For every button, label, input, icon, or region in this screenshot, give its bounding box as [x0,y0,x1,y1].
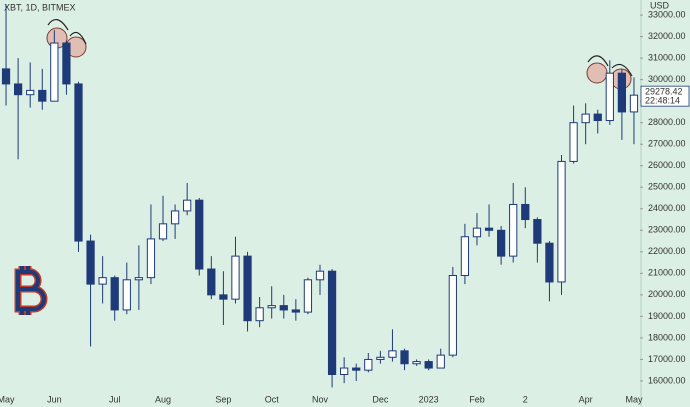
y-tick-label: 32000.00 [648,31,686,41]
x-tick-label: Nov [312,394,329,404]
candle-body [158,223,168,240]
last-price: 29278.42 [645,87,683,97]
candle-body [436,354,445,369]
candle-body [243,255,252,322]
candle-body [219,294,228,300]
candle-body [448,274,457,356]
x-tick-label: May [0,394,15,404]
y-tick-label: 19000.00 [648,311,686,321]
y-tick-label: 28000.00 [648,117,686,127]
x-tick-label: Sep [215,394,231,404]
candle-body [183,199,192,212]
candle-body [400,350,409,365]
y-tick-label: 16000.00 [648,375,686,385]
candle-body [279,305,288,311]
candle-body [134,277,143,281]
candle-body [255,307,264,322]
candle-body [195,199,204,270]
candle-body [86,240,95,285]
x-tick-label: Feb [469,394,485,404]
candle-body [122,279,131,311]
candle-body [593,113,602,122]
candle-body [533,219,542,244]
candle-body [472,227,482,238]
y-tick-label: 21000.00 [648,268,686,278]
candle-body [303,279,313,313]
y-tick-label: 17000.00 [648,354,686,364]
y-tick-label: 23000.00 [648,225,686,235]
candle-body [545,242,554,283]
candle-body [267,305,276,309]
x-tick-label: Oct [265,394,280,404]
candle-body [207,268,216,296]
candle-body [38,89,47,102]
candle-body [231,255,240,300]
candle-body [110,277,119,311]
candle-body [13,83,23,96]
highlight-circle [586,62,608,84]
y-axis-label: USD [650,0,670,10]
y-tick-label: 26000.00 [648,160,686,170]
candle-body [424,361,433,369]
y-tick-label: 20000.00 [648,289,686,299]
candle-body [352,367,361,371]
x-tick-label: Aug [155,394,171,404]
candle-body [497,229,506,257]
annotation-arc [587,55,609,67]
candle-body [617,72,627,113]
x-tick-label: 2 [523,394,528,404]
chart-title: XBT, 1D, BITMEX [4,2,76,12]
x-tick-label: 2023 [419,394,439,404]
candle-body [521,203,530,221]
candle-body [146,238,156,279]
candle-body [484,227,494,231]
candle-body [509,203,518,257]
annotation-arc [47,19,69,31]
y-tick-label: 24000.00 [648,203,686,213]
x-tick-label: May [625,394,643,404]
candle-body [74,83,83,242]
candle-body [1,68,11,85]
y-tick-label: 33000.00 [648,9,686,19]
y-tick-label: 27000.00 [648,139,686,149]
candle-body [412,361,421,365]
candle-body [327,270,337,376]
y-tick-label: 22000.00 [648,246,686,256]
candle-body [98,277,107,285]
candle-body [569,122,578,162]
x-tick-label: Jul [109,394,121,404]
x-tick-label: Dec [372,394,389,404]
y-tick-label: 18000.00 [648,332,686,342]
candle-body [62,42,71,85]
x-tick-label: Apr [579,394,593,404]
annotation-arc [611,63,633,77]
candle-body [26,89,35,96]
countdown: 22:48:14 [645,96,680,106]
bitcoin-logo [14,266,48,315]
y-tick-label: 25000.00 [648,182,686,192]
candle-body [460,236,470,276]
candle-body [364,358,373,371]
candle-body [170,210,180,225]
candle-body [340,367,349,376]
y-tick-label: 30000.00 [648,74,686,84]
candle-body [291,309,300,313]
x-tick-label: Jun [47,394,62,404]
candle-body [557,160,566,283]
candle-body [50,42,59,102]
candle-body [581,113,590,124]
candle-body [376,356,385,360]
candle-body [629,94,639,113]
annotation-arc [69,31,87,45]
price-tag [640,85,690,107]
candle-body [605,72,614,122]
candle-body [388,350,397,358]
y-tick-label: 31000.00 [648,52,686,62]
candle-body [315,270,325,281]
logo-mark [16,266,46,315]
